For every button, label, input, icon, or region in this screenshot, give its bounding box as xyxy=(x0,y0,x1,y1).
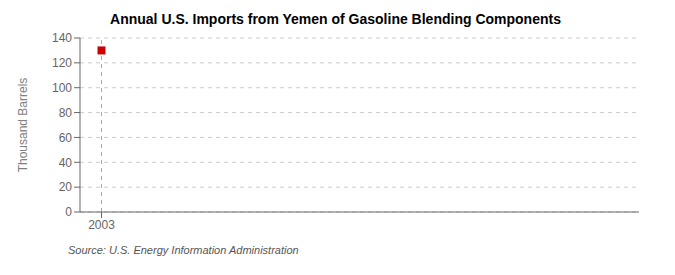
svg-text:40: 40 xyxy=(59,156,73,170)
svg-text:80: 80 xyxy=(59,106,73,120)
svg-text:2003: 2003 xyxy=(88,218,115,232)
svg-text:100: 100 xyxy=(52,81,72,95)
svg-text:60: 60 xyxy=(59,131,73,145)
svg-text:20: 20 xyxy=(59,180,73,194)
svg-text:140: 140 xyxy=(52,31,72,45)
svg-text:120: 120 xyxy=(52,56,72,70)
svg-text:0: 0 xyxy=(65,205,72,219)
svg-text:Thousand Barrels: Thousand Barrels xyxy=(16,78,30,173)
html-text:Annual U.S. Imports from Yemen: Annual U.S. Imports from Yemen of Gasoli… xyxy=(110,11,561,27)
html-text:Source: U.S. Energy Informatio: Source: U.S. Energy Information Administ… xyxy=(68,244,299,256)
